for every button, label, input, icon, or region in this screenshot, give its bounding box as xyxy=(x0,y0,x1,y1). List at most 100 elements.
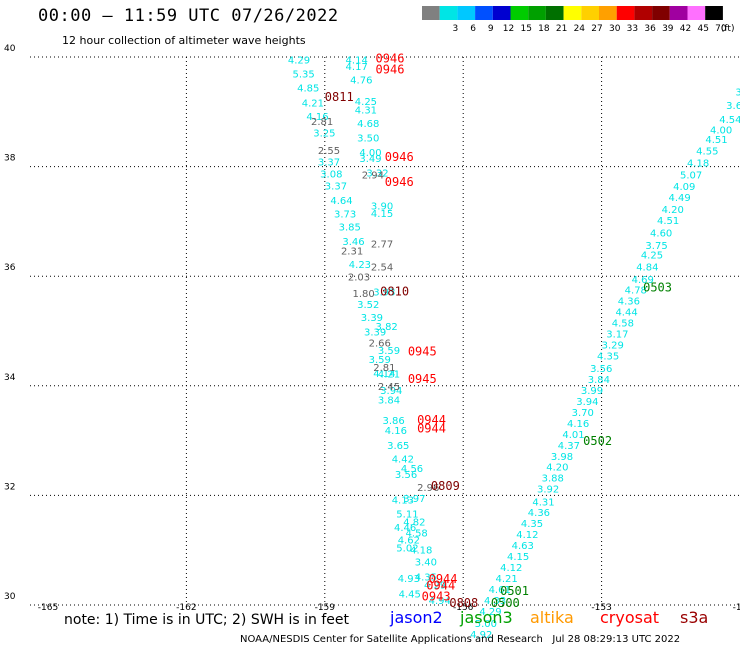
y-tick-label: 38 xyxy=(4,154,16,164)
swh-value: 4.55 xyxy=(696,147,718,158)
swh-value-low: 2.45 xyxy=(378,382,400,393)
swh-value: 3.70 xyxy=(572,408,594,419)
legend-label: 27 xyxy=(591,24,602,34)
x-tick-label: -153 xyxy=(591,603,611,613)
legend-label: 6 xyxy=(470,24,476,34)
swh-value: 4.09 xyxy=(673,182,695,193)
swh-value: 4.93 xyxy=(398,574,420,585)
legend-label: 9 xyxy=(488,24,494,34)
pass-time-label: 0811 xyxy=(325,90,354,104)
swh-value: 4.17 xyxy=(346,62,368,73)
satellite-altika: altika xyxy=(530,608,574,627)
swh-value: 3.90 xyxy=(371,201,393,212)
legend-swatch xyxy=(687,6,706,20)
legend-label: 39 xyxy=(662,24,674,34)
swh-value: 4.29 xyxy=(424,581,446,592)
swh-value: 4.69 xyxy=(632,275,654,286)
legend-label: 15 xyxy=(520,24,531,34)
legend-swatch xyxy=(545,6,564,20)
swh-value: 4.76 xyxy=(350,75,372,86)
pass-time-label: 0503 xyxy=(643,281,672,295)
pass-time-label: 0809 xyxy=(431,479,460,493)
swh-value: 4.60 xyxy=(650,229,672,240)
y-tick-label: 36 xyxy=(4,263,16,273)
legend-label: 70 xyxy=(715,24,727,34)
swh-value-low: 2.96 xyxy=(417,483,439,494)
swh-value-low: 2.81 xyxy=(373,363,395,374)
swh-value: 3.98 xyxy=(551,452,573,463)
swh-value: 4.68 xyxy=(357,119,379,130)
swh-value-low: 2.66 xyxy=(369,338,391,349)
pass-time-label: 0944 xyxy=(417,421,446,435)
swh-value: 4.20 xyxy=(662,205,684,216)
legend-swatch xyxy=(439,6,458,20)
swh-value: 3.40 xyxy=(415,558,437,569)
swh-value: 3.59 xyxy=(369,355,391,366)
swh-value: 4.00 xyxy=(359,148,381,159)
swh-value: 4.16 xyxy=(385,426,407,437)
legend-swatch xyxy=(705,6,723,20)
swh-value: 4.35 xyxy=(521,519,543,530)
swh-value: 4.45 xyxy=(399,589,421,600)
legend-unit: (ft) xyxy=(721,24,735,34)
swh-value: 4.35 xyxy=(415,572,437,583)
legend-swatch xyxy=(510,6,529,20)
swh-value: 4.18 xyxy=(687,159,709,170)
swh-value: 4.18 xyxy=(410,545,432,556)
swh-value: 4.78 xyxy=(625,286,647,297)
legend-swatch xyxy=(528,6,546,20)
swh-value-low: 2.77 xyxy=(371,240,393,251)
pass-time-label: 0945 xyxy=(408,345,437,359)
swh-value: 3.29 xyxy=(602,341,624,352)
swh-value: 3.59 xyxy=(378,346,400,357)
pass-time-label: 0946 xyxy=(385,150,414,164)
swh-value: 3.08 xyxy=(320,170,342,181)
swh-value-low: 2.31 xyxy=(341,246,363,257)
swh-value: 3.82 xyxy=(376,322,398,333)
swh-value: 4.37 xyxy=(558,441,580,452)
swh-value: 3.68 xyxy=(726,101,740,112)
swh-value: 4.63 xyxy=(512,541,534,552)
legend-label: 42 xyxy=(680,24,691,34)
credit-line: NOAA/NESDIS Center for Satellite Applica… xyxy=(240,634,681,645)
swh-value: 4.58 xyxy=(406,529,428,540)
x-tick-label: -156 xyxy=(453,603,474,613)
swh-value: 4.12 xyxy=(516,530,538,541)
y-tick-label: 30 xyxy=(4,592,16,602)
swh-value: 3.88 xyxy=(542,474,564,485)
swh-value: 3.94 xyxy=(380,386,402,397)
pass-time-label: 0944 xyxy=(429,572,458,586)
legend-swatch xyxy=(492,6,511,20)
swh-value: 4.64 xyxy=(330,196,352,207)
swh-value: 4.46 xyxy=(394,523,416,534)
legend-swatch xyxy=(475,6,493,20)
swh-value: 4.13 xyxy=(392,496,414,507)
swh-value: 4.16 xyxy=(567,419,589,430)
pass-time-label: 0500 xyxy=(491,596,520,610)
satellite-jason3: jason3 xyxy=(460,608,513,627)
legend-label: 21 xyxy=(556,24,567,34)
swh-value: 4.56 xyxy=(401,464,423,475)
pass-time-label: 0943 xyxy=(422,590,451,604)
legend-label: 33 xyxy=(627,24,638,34)
swh-value: 4.62 xyxy=(398,536,420,547)
swh-value-low: 2.81 xyxy=(311,117,333,128)
pass-time-label: 0501 xyxy=(500,584,529,598)
swh-value: 4.51 xyxy=(705,135,727,146)
pass-time-label: 0946 xyxy=(385,175,414,189)
swh-value: 3.46 xyxy=(342,237,364,248)
legend-swatch xyxy=(563,6,582,20)
swh-value: 3.49 xyxy=(359,154,381,165)
swh-value: 4.21 xyxy=(495,574,517,585)
swh-value: 3.7 xyxy=(735,87,740,98)
legend-swatch xyxy=(422,6,440,20)
swh-value: 3.39 xyxy=(364,327,386,338)
swh-value: 4.00 xyxy=(710,126,732,137)
swh-value-low: 2.54 xyxy=(371,263,393,274)
swh-value: 3.75 xyxy=(645,241,667,252)
chart-subtitle: 12 hour collection of altimeter wave hei… xyxy=(62,34,306,47)
x-tick-label: -162 xyxy=(176,603,196,613)
swh-value: 4.85 xyxy=(297,84,319,95)
swh-value: 4.36 xyxy=(528,508,550,519)
footer-note: note: 1) Time is in UTC; 2) SWH is in fe… xyxy=(64,612,350,628)
